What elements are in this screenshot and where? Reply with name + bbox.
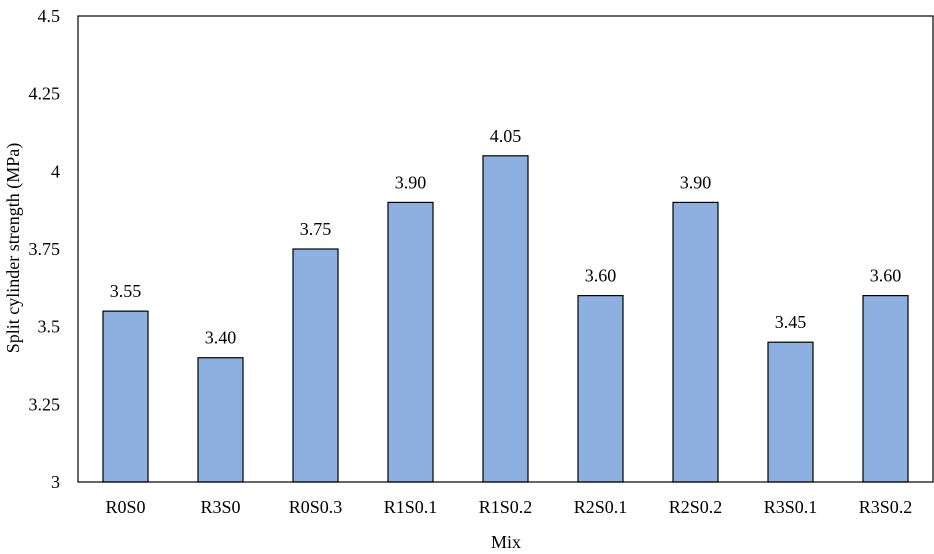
bar (387, 201, 434, 483)
bar (482, 155, 529, 483)
x-tick-label: R0S0.3 (289, 497, 343, 517)
bar (102, 310, 149, 483)
bars (102, 155, 909, 483)
x-tick-label: R2S0.2 (669, 497, 723, 517)
bar-value-label: 3.45 (775, 312, 807, 332)
bar-value-label: 3.55 (110, 281, 142, 301)
y-axis-ticks: 3 3.25 3.5 3.75 4 4.25 4.5 (29, 6, 61, 492)
x-tick-label: R3S0.1 (764, 497, 818, 517)
y-tick-label: 3.5 (38, 317, 61, 337)
bar-value-label: 3.60 (585, 266, 617, 286)
x-axis-tick-labels: R0S0 R3S0 R0S0.3 R1S0.1 R1S0.2 R2S0.1 R2S0.2 R3… (105, 497, 912, 517)
x-tick-label: R0S0 (105, 497, 145, 517)
bar-value-label: 3.60 (870, 266, 902, 286)
x-tick-label: R1S0.2 (479, 497, 533, 517)
bar (292, 248, 339, 483)
x-axis-title: Mix (491, 532, 521, 552)
bar (197, 357, 244, 483)
data-labels: 3.55 3.40 3.75 3.90 4.05 3.60 3.90 3.45 3.60 (110, 126, 902, 348)
y-tick-label: 4.25 (29, 84, 61, 104)
y-tick-label: 3.75 (29, 239, 61, 259)
y-tick-label: 4.5 (38, 6, 61, 26)
bar-value-label: 3.75 (300, 219, 332, 239)
bar-value-label: 4.05 (490, 126, 522, 146)
bar (577, 295, 624, 483)
bar (862, 295, 909, 483)
x-tick-label: R3S0 (200, 497, 240, 517)
bar-value-label: 3.40 (205, 328, 237, 348)
x-tick-label: R3S0.2 (859, 497, 913, 517)
x-tick-label: R2S0.1 (574, 497, 628, 517)
bar (767, 341, 814, 483)
x-tick-label: R1S0.1 (384, 497, 438, 517)
y-tick-label: 4 (51, 161, 60, 181)
y-tick-label: 3 (51, 472, 60, 492)
bar-value-label: 3.90 (395, 172, 427, 192)
plot-area-frame (77, 15, 934, 483)
y-tick-label: 3.25 (29, 394, 61, 414)
bar-value-label: 3.90 (680, 172, 712, 192)
bar (672, 201, 719, 483)
y-axis-title: Split cylinder strength (MPa) (3, 143, 24, 353)
